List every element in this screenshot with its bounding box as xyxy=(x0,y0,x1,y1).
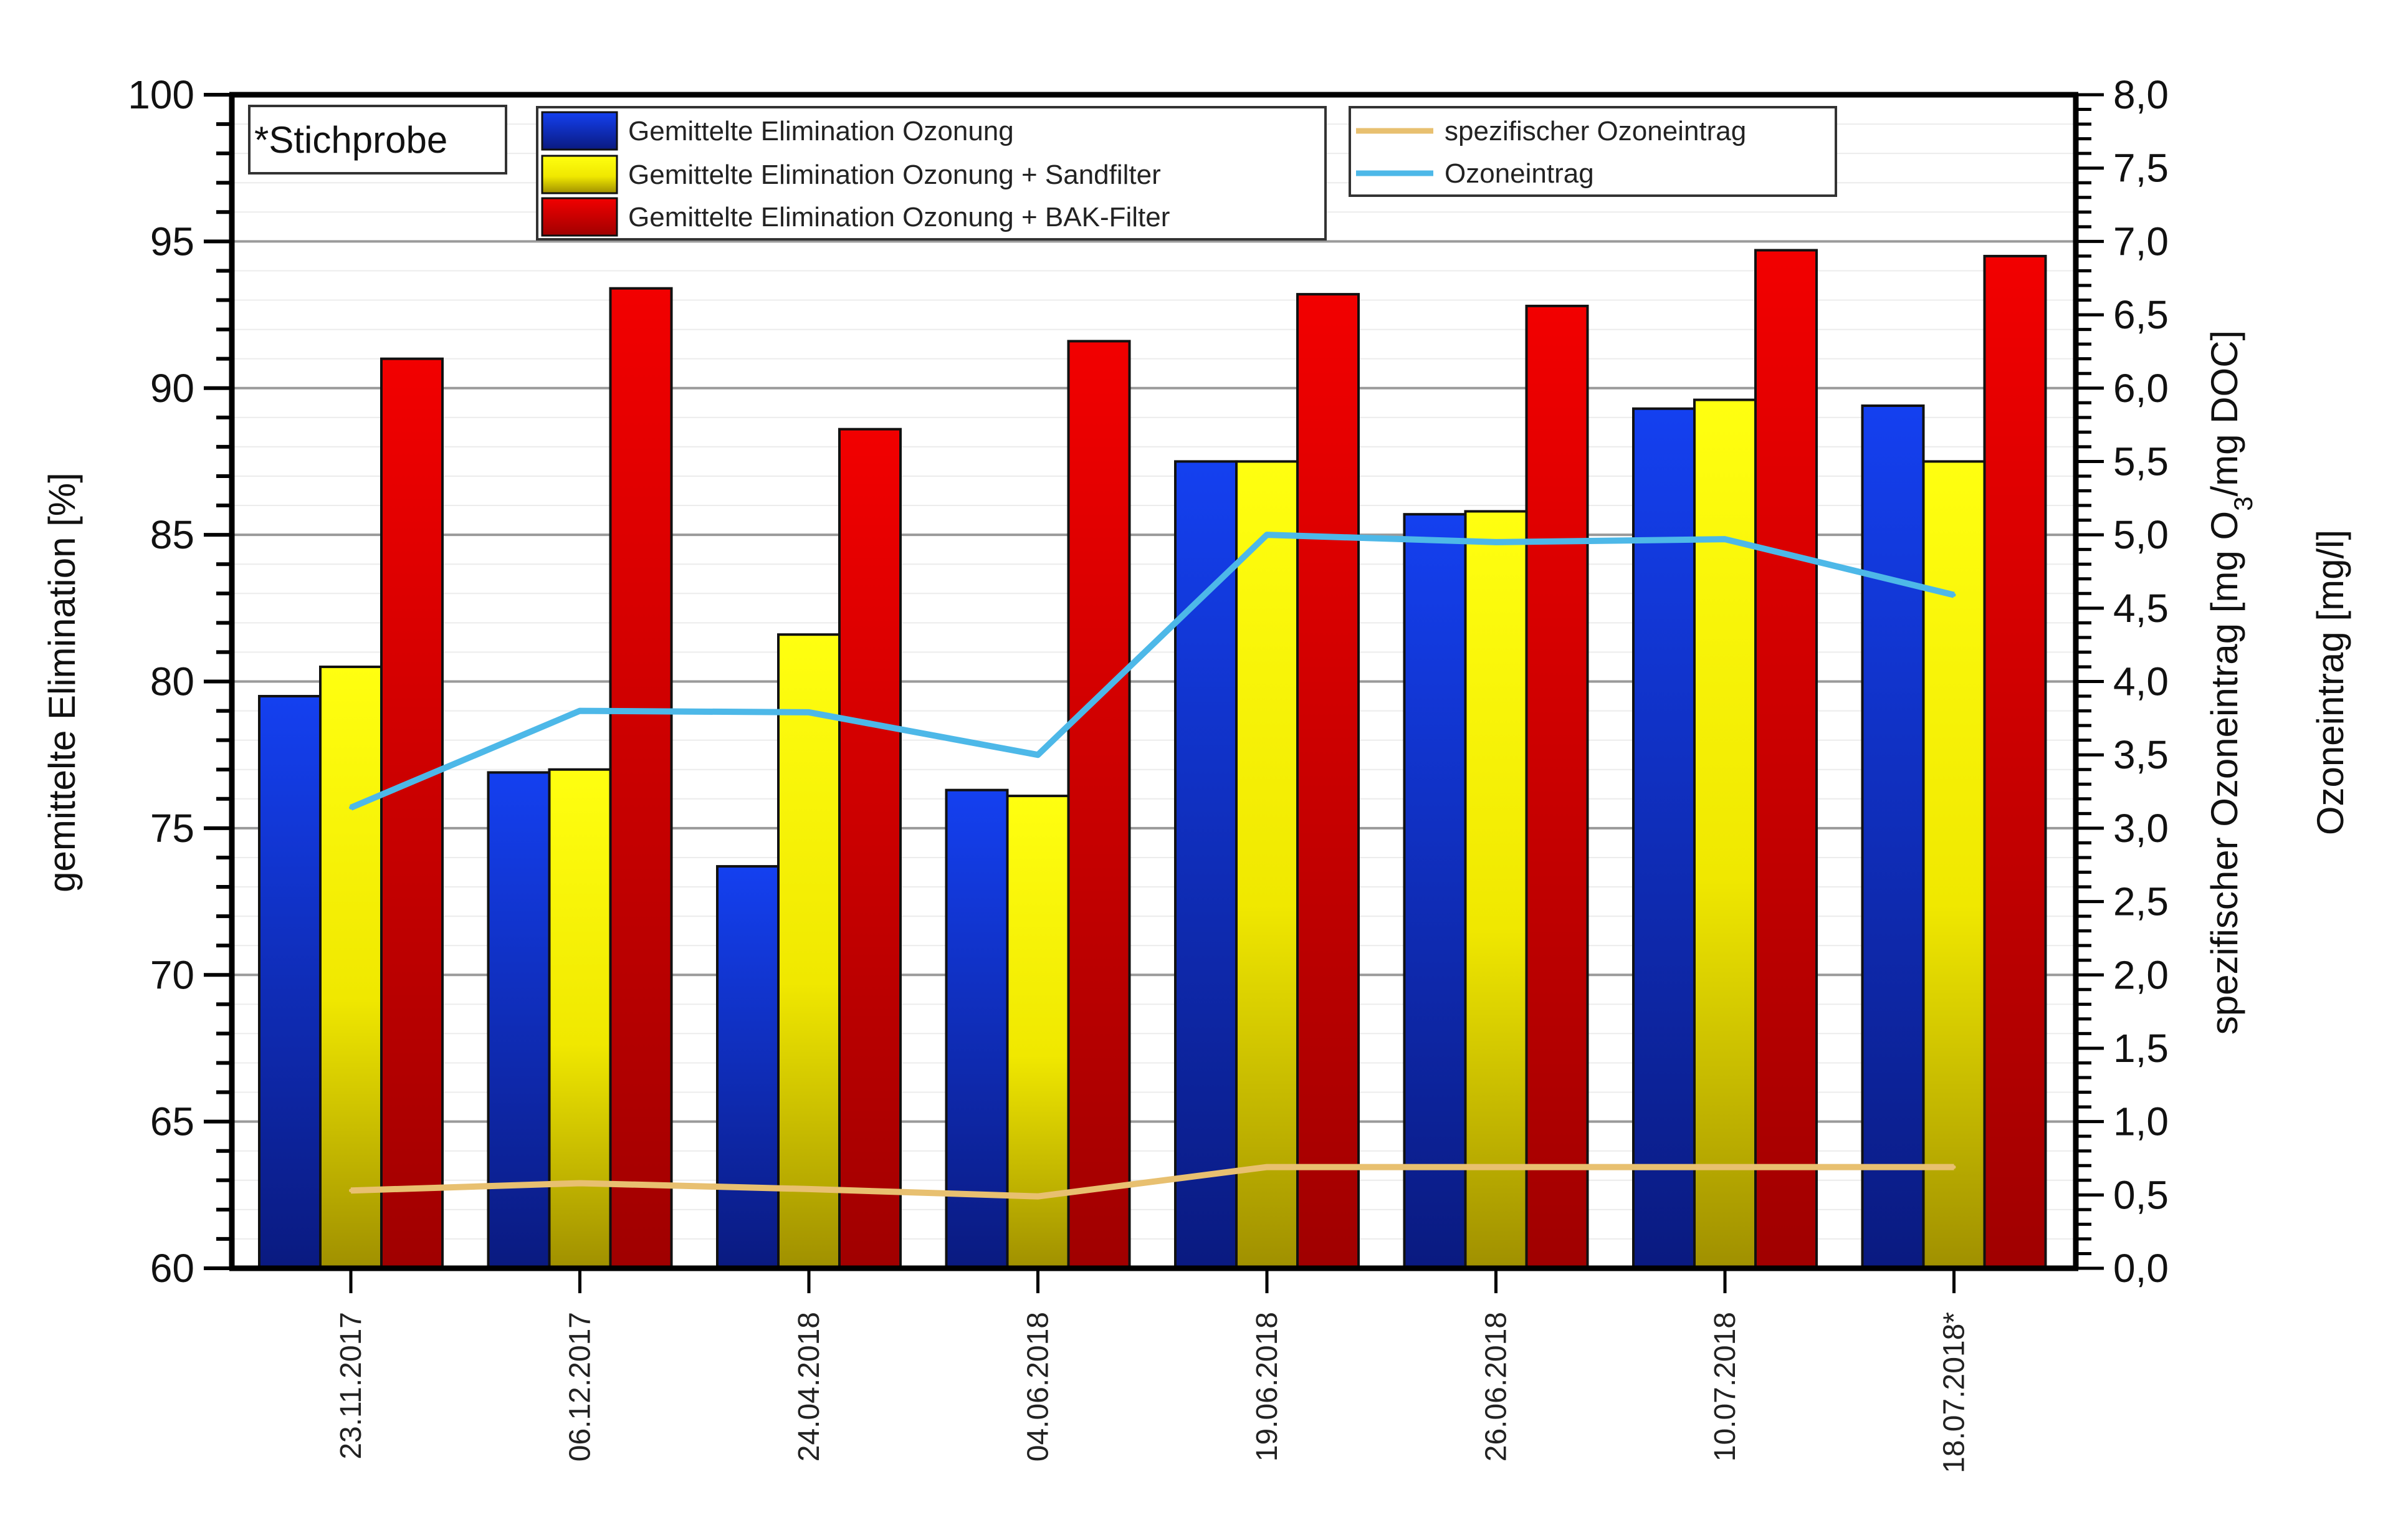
y2-tick-label: 3,0 xyxy=(2113,806,2169,851)
bar-sandfilter xyxy=(1235,460,1299,1270)
y2-tick-label: 4,5 xyxy=(2113,586,2169,631)
y2-tick-label: 1,0 xyxy=(2113,1099,2169,1144)
bar-sandfilter xyxy=(1922,460,1986,1270)
legend-label-specific: spezifischer Ozoneintrag xyxy=(1445,116,1746,146)
point-ozoneintrag xyxy=(1723,537,1727,542)
y-tick-label: 85 xyxy=(150,512,194,557)
point-spezifischer-ozoneintrag xyxy=(1952,1165,1956,1169)
x-tick-label: 18.07.2018* xyxy=(1938,1312,1971,1473)
bar-ozonung xyxy=(487,771,551,1270)
bar-sandfilter xyxy=(319,665,383,1270)
y-tick-label: 65 xyxy=(150,1099,194,1144)
bar-bak xyxy=(380,357,444,1270)
y2-tick-label: 2,5 xyxy=(2113,879,2169,924)
y2-tick-label: 4,0 xyxy=(2113,659,2169,704)
ticks: 60 65 70 75 80 85 90 95 100 0,0 0,5 1,0 1,5 2,0 2,5 3,0… xyxy=(128,72,2169,1291)
point-ozoneintrag xyxy=(1036,753,1040,757)
bar-sandfilter xyxy=(777,633,841,1270)
y-tick-label: 75 xyxy=(150,806,194,851)
point-ozoneintrag xyxy=(1265,533,1269,537)
legend-swatch-bak xyxy=(541,197,618,237)
line-ozoneintrag xyxy=(350,532,1955,811)
y2-tick-label: 8,0 xyxy=(2113,72,2169,117)
bar-ozonung xyxy=(945,788,1009,1270)
y-tick-label: 100 xyxy=(128,72,194,117)
point-spezifischer-ozoneintrag xyxy=(1265,1165,1269,1169)
y2-tick-label: 7,5 xyxy=(2113,146,2169,191)
bar-bak xyxy=(838,428,902,1270)
y-tick-label: 60 xyxy=(150,1246,194,1291)
y2-axis-title-specific: spezifischer Ozoneintrag [mg O3/mg DOC] xyxy=(2204,330,2258,1035)
y-tick-label: 90 xyxy=(150,366,194,411)
bars xyxy=(258,249,2047,1270)
bar-bak xyxy=(1296,293,1360,1270)
y2-tick-label: 2,0 xyxy=(2113,952,2169,997)
bar-ozonung xyxy=(716,865,780,1270)
y2-tick-label: 0,0 xyxy=(2113,1246,2169,1291)
bar-ozonung xyxy=(1861,404,1925,1270)
bar-ozonung xyxy=(258,695,322,1270)
point-spezifischer-ozoneintrag xyxy=(1494,1165,1498,1169)
y2-tick-label: 7,0 xyxy=(2113,219,2169,264)
point-spezifischer-ozoneintrag xyxy=(1723,1165,1727,1169)
lines xyxy=(349,532,1956,1200)
bar-ozonung xyxy=(1174,460,1238,1270)
y2-tick-label: 0,5 xyxy=(2113,1172,2169,1217)
legend-lines: spezifischer Ozoneintrag Ozoneintrag xyxy=(1349,106,1837,197)
y2-axis-title-specific-part1: spezifischer Ozoneintrag [mg O xyxy=(2204,511,2245,1035)
y2-axis-title-specific-sub: 3 xyxy=(2228,496,2258,510)
point-spezifischer-ozoneintrag xyxy=(1036,1194,1040,1198)
bar-sandfilter xyxy=(1464,510,1528,1270)
note-box: *Stichprobe xyxy=(248,105,507,175)
bar-bak xyxy=(1754,249,1818,1270)
bar-bak xyxy=(1983,254,2047,1270)
legend-label-ozoneintrag: Ozoneintrag xyxy=(1445,158,1594,189)
point-ozoneintrag xyxy=(349,805,353,810)
point-ozoneintrag xyxy=(578,709,582,713)
y2-tick-label: 3,5 xyxy=(2113,732,2169,777)
y2-tick-label: 5,5 xyxy=(2113,439,2169,484)
y2-axis-title-specific-part2: /mg DOC] xyxy=(2204,330,2245,497)
bar-sandfilter xyxy=(1693,398,1757,1270)
point-ozoneintrag xyxy=(1952,593,1956,597)
point-spezifischer-ozoneintrag xyxy=(349,1188,353,1193)
y2-tick-label: 6,5 xyxy=(2113,292,2169,337)
category-labels: 23.11.2017 06.12.2017 24.04.2018 04.06.2018… xyxy=(335,1268,1971,1473)
x-tick-label: 24.04.2018 xyxy=(793,1312,826,1461)
x-tick-label: 23.11.2017 xyxy=(335,1312,368,1460)
bar-sandfilter xyxy=(1006,795,1070,1270)
bar-bak xyxy=(1525,304,1589,1270)
bar-bak xyxy=(609,287,673,1270)
bar-ozonung xyxy=(1403,513,1467,1270)
y-axis-title: gemittelte Elimination [%] xyxy=(41,472,83,892)
y-tick-label: 70 xyxy=(150,952,194,997)
y-tick-label: 95 xyxy=(150,219,194,264)
legend-bars: Gemittelte Elimination Ozonung Gemittelt… xyxy=(536,106,1327,241)
legend-label-bak: Gemittelte Elimination Ozonung + BAK-Fil… xyxy=(628,202,1170,232)
legend-swatch-sandfilter xyxy=(541,155,618,194)
legend-label-sandfilter: Gemittelte Elimination Ozonung + Sandfil… xyxy=(628,160,1161,190)
x-tick-label: 19.06.2018 xyxy=(1251,1312,1284,1461)
point-spezifischer-ozoneintrag xyxy=(807,1187,811,1191)
y2-axis-title-ozone: Ozoneintrag [mg/l] xyxy=(2309,530,2351,835)
x-tick-label: 06.12.2017 xyxy=(564,1312,597,1461)
y-tick-label: 80 xyxy=(150,659,194,704)
point-spezifischer-ozoneintrag xyxy=(578,1181,582,1185)
point-ozoneintrag xyxy=(1494,540,1498,544)
bar-bak xyxy=(1067,340,1131,1270)
x-tick-label: 10.07.2018 xyxy=(1709,1312,1742,1461)
legend-swatch-ozonung xyxy=(541,111,618,151)
x-tick-label: 26.06.2018 xyxy=(1480,1312,1513,1461)
y2-tick-label: 1,5 xyxy=(2113,1026,2169,1071)
y2-tick-label: 6,0 xyxy=(2113,366,2169,411)
y2-tick-label: 5,0 xyxy=(2113,512,2169,557)
legend-label-ozonung: Gemittelte Elimination Ozonung xyxy=(628,116,1014,146)
note-text: *Stichprobe xyxy=(254,119,447,161)
x-tick-label: 04.06.2018 xyxy=(1022,1312,1055,1461)
line-spezifischer-ozoneintrag xyxy=(350,1164,1954,1200)
point-ozoneintrag xyxy=(807,710,811,714)
bar-sandfilter xyxy=(548,768,612,1270)
